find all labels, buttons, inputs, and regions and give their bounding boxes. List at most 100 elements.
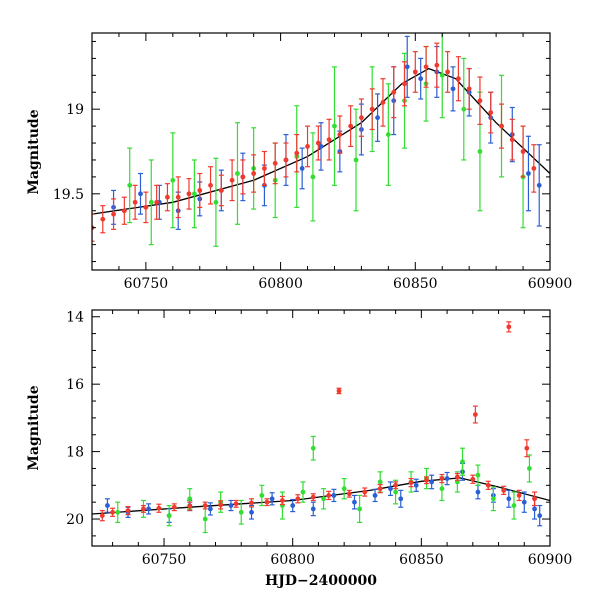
bottom-data-point	[506, 324, 512, 330]
bottom-y-tick-label: 20	[66, 512, 84, 528]
bottom-data-point	[475, 472, 481, 478]
top-data-point	[450, 86, 456, 92]
top-data-point	[305, 144, 310, 149]
top-data-point	[132, 199, 138, 205]
top-data-point	[439, 72, 445, 78]
bottom-y-tick-label: 16	[66, 377, 84, 393]
top-data-point	[170, 177, 176, 183]
bottom-data-point	[280, 498, 285, 503]
top-data-point	[445, 69, 451, 75]
bottom-data-point	[444, 476, 450, 481]
top-data-point	[175, 194, 181, 200]
top-data-point	[138, 191, 143, 197]
top-data-point	[520, 149, 526, 154]
top-data-point	[154, 199, 160, 205]
bottom-data-point	[105, 503, 110, 508]
bottom-data-point	[460, 459, 465, 465]
top-ylabel: Magnitude	[26, 109, 42, 194]
top-data-point	[165, 194, 170, 200]
top-data-point	[404, 64, 410, 70]
bottom-data-point	[472, 412, 478, 417]
top-data-point	[369, 106, 375, 112]
top-data-point	[509, 137, 515, 143]
top-data-point	[456, 76, 461, 82]
bottom-data-point	[485, 482, 491, 488]
bottom-data-point	[501, 487, 507, 493]
top-data-point	[235, 171, 240, 176]
top-data-point	[526, 171, 531, 176]
bottom-data-point	[233, 501, 239, 507]
bottom-data-point	[99, 513, 105, 519]
top-data-point	[229, 177, 235, 183]
bottom-data-point	[141, 506, 146, 512]
top-data-point	[262, 166, 267, 171]
bottom-x-tick-label: 60800	[270, 552, 315, 568]
top-data-point	[391, 89, 397, 95]
bottom-data-point	[290, 503, 296, 508]
bottom-data-point	[511, 503, 517, 508]
bottom-data-point	[295, 496, 301, 502]
top-data-point	[213, 199, 219, 205]
bottom-data-point	[326, 493, 332, 498]
bottom-y-tick-label: 18	[66, 445, 84, 461]
bottom-data-point	[166, 513, 172, 519]
bottom-data-point	[187, 496, 193, 502]
bottom-ticks: 60750 60800 60850 60900 14 16 18 20	[66, 310, 572, 568]
bottom-plot-area	[92, 321, 550, 534]
bottom-data-point	[310, 494, 316, 500]
bottom-frame	[91, 309, 551, 547]
bottom-data-point	[506, 496, 512, 502]
top-data-point	[359, 115, 364, 121]
bottom-data-point	[207, 506, 213, 512]
top-data-point	[412, 69, 418, 75]
bottom-data-point	[532, 496, 537, 502]
top-data-point	[283, 157, 289, 163]
top-data-point	[326, 137, 332, 143]
bottom-data-point	[362, 489, 368, 495]
top-panel: 60750 60800 60850 60900 19 19.5 Magnitude	[26, 32, 572, 292]
top-y-tick-label: 19.5	[53, 187, 84, 203]
bottom-x-tick-label: 60900	[528, 552, 573, 568]
top-data-point	[318, 144, 324, 149]
top-y-tick-label: 19	[66, 102, 84, 118]
bottom-data-point	[228, 503, 234, 508]
top-data-point	[536, 182, 542, 188]
bottom-data-point	[202, 503, 208, 508]
bottom-data-point	[439, 476, 445, 481]
top-data-point	[348, 123, 354, 129]
top-data-point	[186, 191, 192, 197]
top-data-point	[251, 171, 257, 176]
top-data-point	[310, 174, 316, 180]
top-data-point	[148, 199, 154, 205]
bottom-data-point	[331, 493, 337, 498]
bottom-data-point	[341, 486, 347, 492]
bottom-data-point	[321, 496, 326, 502]
top-frame	[91, 32, 551, 271]
top-data-point	[337, 132, 343, 137]
bottom-data-point	[346, 491, 352, 497]
bottom-data-point	[393, 489, 399, 495]
bottom-data-point	[532, 506, 537, 512]
top-data-point	[477, 98, 483, 104]
top-data-point	[423, 64, 429, 70]
top-data-point	[143, 204, 149, 210]
top-data-point	[434, 62, 440, 68]
top-data-point	[191, 191, 197, 197]
bottom-data-point	[259, 493, 265, 498]
bottom-data-point	[454, 474, 460, 480]
bottom-data-point	[156, 505, 162, 511]
top-data-point	[240, 174, 246, 180]
top-plot-area	[92, 33, 550, 247]
top-data-point	[499, 123, 504, 129]
bottom-data-point	[429, 479, 435, 485]
bottom-data-point	[269, 496, 275, 502]
top-data-point	[121, 208, 127, 214]
top-x-tick-label: 60850	[393, 276, 438, 292]
bottom-data-point	[310, 445, 316, 451]
top-data-point	[402, 81, 407, 87]
bottom-x-tick-label: 60850	[399, 552, 444, 568]
bottom-data-point	[249, 509, 254, 515]
bottom-data-point	[125, 508, 131, 513]
bottom-data-point	[524, 445, 530, 451]
